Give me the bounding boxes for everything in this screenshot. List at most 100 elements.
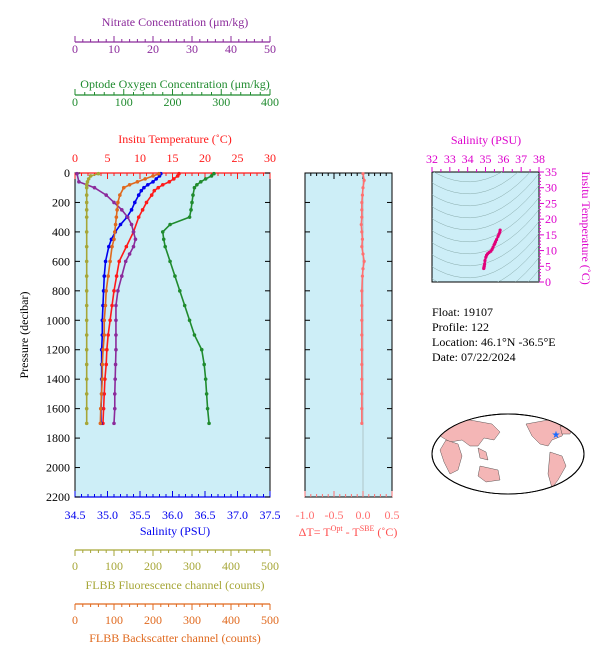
fluorescence-point (84, 274, 89, 278)
salinity-point (129, 208, 134, 212)
salinity-point (107, 244, 111, 249)
fluorescence-point (84, 289, 89, 293)
density-contour (432, 185, 539, 231)
oxygen-point (202, 362, 206, 367)
pressure-axis-title: Pressure (decibar) (17, 292, 31, 379)
temperature-point (149, 193, 154, 197)
nitrate-point (129, 222, 134, 227)
nitrate-point (123, 259, 128, 264)
ts-point (491, 245, 495, 250)
nitrate-point (113, 377, 117, 381)
temperature-tick-label: 10 (134, 151, 146, 165)
delta-point (360, 230, 364, 234)
oxygen-point (204, 392, 209, 396)
pressure-tick-label: 600 (52, 254, 70, 268)
salinity-tick-label: 35.0 (97, 508, 118, 522)
fluorescence-point (96, 171, 101, 176)
delta-tick-label: 0.5 (385, 508, 400, 522)
pressure-tick-label: 0 (64, 166, 70, 180)
backscatter-tick-label: 100 (105, 613, 123, 627)
delta-point (361, 267, 365, 271)
oxygen-point (190, 200, 194, 205)
salinity-tick-label: 37.5 (260, 508, 281, 522)
temperature-point (136, 215, 141, 219)
salinity-point (133, 200, 137, 205)
fluorescence-tick-label: 200 (144, 559, 162, 573)
backscatter-point (98, 421, 103, 426)
backscatter-point (104, 289, 108, 293)
backscatter-point (113, 222, 118, 227)
salinity-axis-title: Salinity (PSU) (140, 524, 210, 538)
oxygen-point (203, 177, 208, 181)
ts-point (498, 228, 502, 232)
delta-point (360, 318, 364, 322)
fluorescence-point (84, 318, 89, 323)
nitrate-tick-label: 30 (186, 42, 198, 56)
float-location-marker: ★ (552, 430, 561, 441)
oxygen-point (203, 377, 208, 381)
oxygen-point (182, 303, 187, 308)
salinity-tick-label: 36.5 (195, 508, 216, 522)
delta-point (360, 215, 364, 219)
oxygen-point (199, 347, 204, 352)
backscatter-point (99, 392, 104, 396)
backscatter-point (112, 237, 116, 242)
backscatter-point (115, 208, 119, 212)
nitrate-point (113, 362, 118, 367)
nitrate-point (116, 289, 120, 293)
nitrate-point (114, 318, 118, 323)
ts-ytick-label: 20 (545, 212, 557, 226)
nitrate-point (77, 180, 81, 184)
world-map: ★ (431, 413, 585, 495)
salinity-tick-label: 36.0 (162, 508, 183, 522)
nitrate-point (104, 193, 108, 197)
temperature-point (114, 274, 119, 278)
fluorescence-tick-label: 0 (72, 559, 78, 573)
oxygen-point (207, 421, 211, 426)
ts-xtick-label: 32 (426, 152, 438, 166)
fluorescence-point (84, 193, 89, 197)
fluorescence-axis-title: FLBB Fluorescence channel (counts) (86, 578, 265, 592)
density-contour (432, 197, 539, 243)
backscatter-point (112, 230, 117, 234)
ts-point (494, 237, 499, 242)
fluorescence-point (84, 208, 89, 212)
temperature-point (160, 182, 165, 187)
temperature-tick-label: 30 (264, 151, 276, 165)
backscatter-axis-title: FLBB Backscatter channel (counts) (89, 631, 261, 645)
ts-ytick-label: 30 (545, 181, 557, 195)
delta-point (360, 193, 365, 197)
temperature-point (105, 347, 109, 352)
oxygen-point (189, 208, 193, 212)
temperature-point (167, 180, 172, 184)
backscatter-point (135, 180, 140, 184)
fluorescence-tick-label: 500 (261, 559, 279, 573)
ts-point (483, 259, 487, 263)
oxygen-point (160, 230, 165, 234)
density-contour (432, 172, 519, 195)
delta-point (362, 178, 366, 182)
delta-point (360, 362, 364, 367)
salinity-point (101, 289, 106, 293)
delta-tick-label: -0.5 (325, 508, 344, 522)
temperature-point (108, 318, 112, 323)
nitrate-point (131, 230, 136, 234)
salinity-point (151, 180, 155, 184)
salinity-point (139, 188, 144, 193)
oxygen-point (209, 174, 214, 178)
oxygen-point (161, 237, 166, 242)
fluorescence-point (84, 244, 89, 249)
temperature-point (106, 333, 110, 337)
temperature-point (112, 289, 116, 293)
delta-tick-label: 0.0 (356, 508, 371, 522)
nitrate-point (112, 406, 117, 411)
backscatter-point (106, 274, 110, 278)
backscatter-point (98, 406, 103, 411)
backscatter-point (143, 177, 147, 181)
pressure-tick-label: 800 (52, 284, 70, 298)
nitrate-tick-label: 40 (225, 42, 237, 56)
oxygen-point (191, 193, 195, 197)
ts-xtick-label: 37 (515, 152, 527, 166)
salinity-point (109, 237, 114, 242)
fluorescence-point (84, 333, 89, 337)
